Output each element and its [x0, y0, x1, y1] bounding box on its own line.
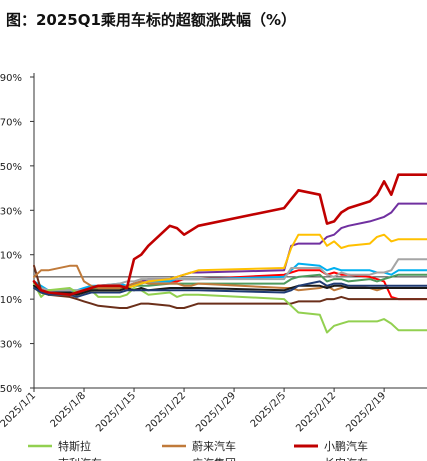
legend-label: 特斯拉 [58, 439, 91, 453]
y-tick-label: 10% [0, 295, 22, 306]
series-line-5 [33, 280, 427, 298]
x-tick-label: 2025/2/12 [294, 390, 338, 434]
y-tick-label: 30% [0, 206, 22, 217]
series-line-2 [32, 173, 427, 297]
y-tick-label: 30% [0, 340, 22, 351]
y-tick-label: 50% [0, 162, 22, 173]
axis-layer: 90%70%50%30%10%10%30%50%2025/1/1 2025/1/8… [0, 73, 427, 434]
legend-label: 吉利汽车 [58, 456, 102, 461]
x-tick-label: 2025/1/1 [0, 390, 38, 430]
y-tick-label: 90% [0, 73, 22, 84]
series-line-11 [33, 264, 427, 309]
x-tick-label: 2025/1/15 [94, 390, 138, 434]
x-tick-label: 2025/1/22 [144, 390, 188, 434]
x-tick-label: 2025/2/5 [249, 390, 289, 430]
x-tick-label: 2025/1/29 [194, 390, 238, 434]
series-line-1 [33, 264, 427, 292]
legend-label: 蔚来汽车 [192, 439, 236, 453]
series-line-4 [33, 284, 427, 296]
x-tick-label: 2025/1/8 [49, 390, 89, 430]
legend-label: 广汽集团 [192, 456, 236, 461]
legend: 特斯拉 蔚来汽车 小鹏汽车吉利汽车 广汽集团 长安汽车 [28, 439, 368, 461]
y-tick-label: 10% [0, 251, 22, 262]
y-tick-label: 70% [0, 117, 22, 128]
y-tick-label: 50% [0, 384, 22, 395]
legend-label: 长安汽车 [324, 456, 368, 461]
legend-label: 小鹏汽车 [324, 439, 368, 453]
x-tick-label: 2025/2/19 [344, 390, 388, 434]
series-layer [32, 173, 427, 334]
chart-title: 图：2025Q1乘用车标的超额涨跌幅（%） [6, 11, 296, 29]
